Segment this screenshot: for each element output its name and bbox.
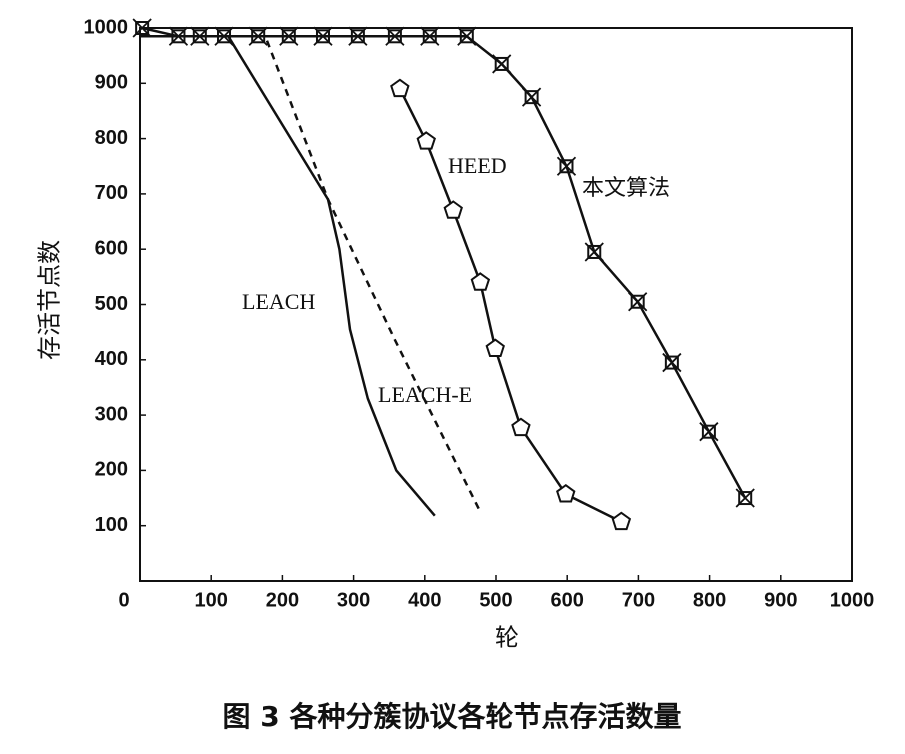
marker [281, 29, 296, 44]
x-tick-label: 600 [551, 589, 584, 611]
marker [524, 90, 539, 105]
marker [494, 56, 509, 71]
x-tick-label: 300 [337, 589, 370, 611]
marker [664, 355, 679, 370]
y-tick-label: 200 [95, 459, 128, 481]
marker [135, 21, 150, 35]
marker-cross [492, 54, 512, 74]
marker-cross [132, 18, 152, 38]
marker-cross [699, 422, 719, 442]
marker [470, 272, 491, 291]
marker [738, 491, 753, 506]
y-tick-label: 400 [95, 348, 128, 370]
marker-cross [735, 488, 755, 508]
marker-cross [556, 156, 577, 176]
series-label: 本文算法 [582, 175, 670, 200]
marker-cross [279, 26, 299, 46]
y-tick-label: 900 [95, 72, 128, 94]
series-label: LEACH-E [378, 382, 472, 407]
marker-cross [662, 352, 682, 373]
x-tick-label: 100 [195, 589, 228, 611]
marker [701, 424, 716, 439]
y-tick-label: 100 [95, 514, 128, 536]
series-line [398, 88, 622, 523]
marker [485, 338, 505, 357]
caption: 图 3 各种分簇协议各轮节点存活数量 [223, 700, 682, 733]
marker [459, 29, 474, 44]
marker-cross [457, 26, 477, 46]
marker [390, 78, 410, 98]
series-line [141, 26, 747, 499]
marker [387, 29, 402, 44]
marker-cross [313, 26, 333, 46]
marker [630, 294, 645, 309]
marker [511, 417, 531, 437]
x-tick-label: 200 [266, 589, 299, 611]
series-line [140, 35, 482, 513]
y-axis-label: 存活节点数 [37, 240, 64, 360]
x-tick-label: 700 [622, 589, 655, 611]
marker [611, 511, 632, 531]
marker-cross [420, 26, 440, 46]
x-tick-label: 900 [764, 589, 797, 611]
y-tick-label: 300 [95, 403, 128, 425]
y-tick-label: 1000 [84, 16, 129, 38]
marker-cross [628, 292, 648, 312]
marker [251, 29, 266, 44]
marker [559, 159, 574, 174]
x-tick-label: 1000 [830, 589, 875, 611]
y-tick-label: 800 [95, 127, 128, 149]
marker [350, 29, 365, 44]
marker-cross [385, 26, 405, 46]
y-tick-label: 500 [95, 293, 128, 315]
series-label: HEED [448, 153, 507, 178]
marker [416, 131, 436, 150]
series-label: LEACH [242, 289, 315, 314]
marker [422, 29, 437, 44]
marker-cross [584, 242, 604, 262]
y-tick-label: 700 [95, 182, 128, 204]
marker [443, 200, 463, 219]
x-axis-label: 轮 [495, 625, 519, 652]
y-tick-label: 600 [95, 237, 128, 259]
marker-cross [348, 26, 368, 46]
x-tick-label: 500 [479, 589, 512, 611]
marker [587, 244, 602, 259]
x-tick-label: 0 [118, 589, 129, 611]
marker-cross [521, 87, 542, 107]
marker [556, 483, 576, 503]
series-line [140, 35, 436, 517]
x-tick-label: 400 [408, 589, 441, 611]
x-tick-label: 800 [693, 589, 726, 611]
marker [315, 29, 330, 44]
